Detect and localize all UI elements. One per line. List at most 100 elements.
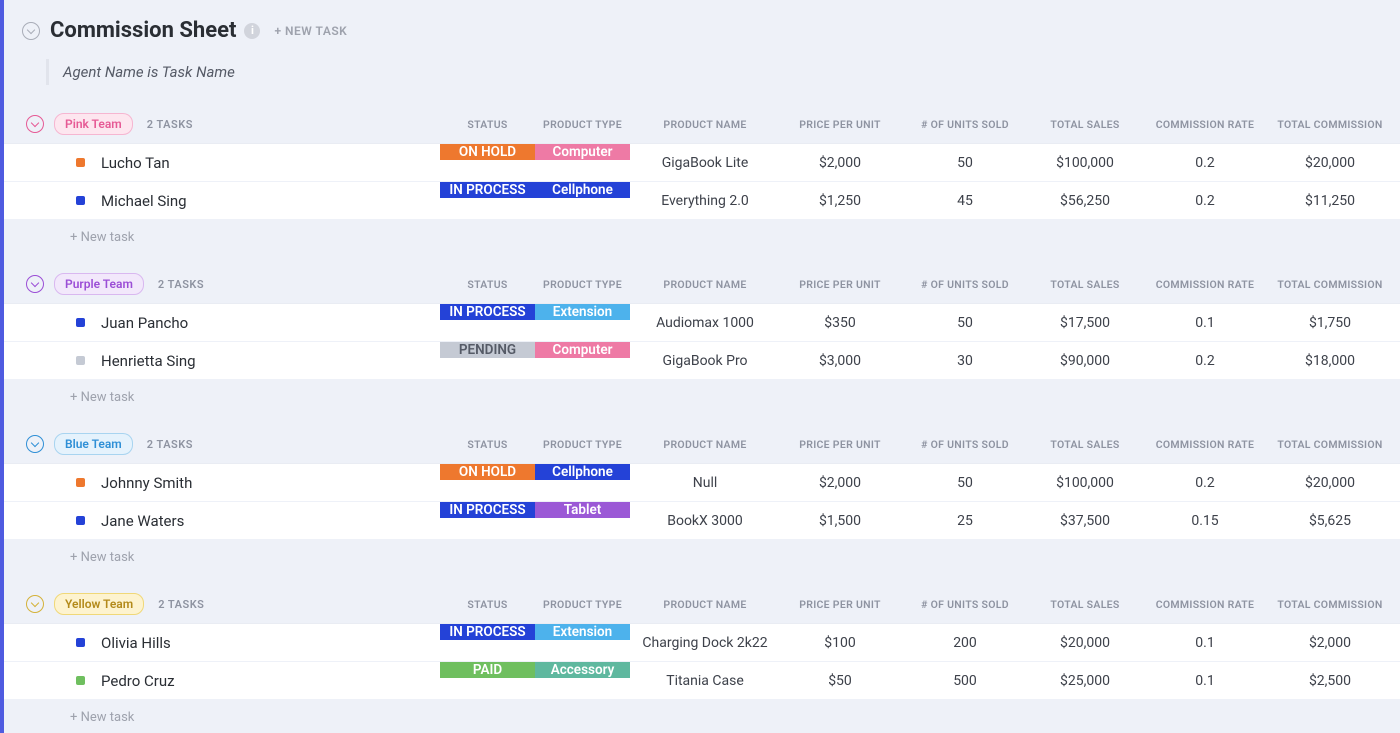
commission-rate-cell[interactable]: 0.2: [1140, 464, 1270, 501]
task-row[interactable]: Olivia HillsIN PROCESSExtensionCharging …: [4, 624, 1400, 662]
commission-rate-cell[interactable]: 0.1: [1140, 624, 1270, 661]
column-header-commission_rate[interactable]: COMMISSION RATE: [1140, 598, 1270, 611]
total-sales-cell[interactable]: $25,000: [1030, 662, 1140, 699]
new-task-row-button[interactable]: + New task: [4, 220, 1400, 253]
product-type-badge[interactable]: Accessory: [535, 662, 630, 678]
price-per-unit-cell[interactable]: $1,500: [780, 502, 900, 539]
column-header-status[interactable]: STATUS: [440, 278, 535, 291]
column-header-total_commission[interactable]: TOTAL COMMISSION: [1270, 598, 1400, 611]
price-per-unit-cell[interactable]: $350: [780, 304, 900, 341]
price-per-unit-cell[interactable]: $3,000: [780, 342, 900, 379]
units-sold-cell[interactable]: 200: [900, 624, 1030, 661]
total-commission-cell[interactable]: $1,750: [1270, 304, 1400, 341]
column-header-status[interactable]: STATUS: [440, 598, 535, 611]
price-per-unit-cell[interactable]: $2,000: [780, 464, 900, 501]
column-header-units_sold[interactable]: # OF UNITS SOLD: [900, 438, 1030, 451]
task-row[interactable]: Jane WatersIN PROCESSTabletBookX 3000$1,…: [4, 502, 1400, 540]
group-collapse-icon[interactable]: [26, 435, 44, 453]
column-header-status[interactable]: STATUS: [440, 118, 535, 131]
task-row[interactable]: Lucho TanON HOLDComputerGigaBook Lite$2,…: [4, 144, 1400, 182]
group-collapse-icon[interactable]: [26, 275, 44, 293]
total-sales-cell[interactable]: $37,500: [1030, 502, 1140, 539]
column-header-price_per_unit[interactable]: PRICE PER UNIT: [780, 598, 900, 611]
task-row[interactable]: Johnny SmithON HOLDCellphoneNull$2,00050…: [4, 464, 1400, 502]
column-header-total_sales[interactable]: TOTAL SALES: [1030, 278, 1140, 291]
status-badge[interactable]: IN PROCESS: [440, 502, 535, 518]
column-header-product_type[interactable]: PRODUCT TYPE: [535, 438, 630, 451]
new-task-row-button[interactable]: + New task: [4, 380, 1400, 413]
total-sales-cell[interactable]: $56,250: [1030, 182, 1140, 219]
product-type-badge[interactable]: Tablet: [535, 502, 630, 518]
units-sold-cell[interactable]: 45: [900, 182, 1030, 219]
column-header-commission_rate[interactable]: COMMISSION RATE: [1140, 438, 1270, 451]
product-name-cell[interactable]: GigaBook Pro: [630, 342, 780, 379]
product-type-badge[interactable]: Extension: [535, 624, 630, 640]
product-name-cell[interactable]: GigaBook Lite: [630, 144, 780, 181]
task-row[interactable]: Juan PanchoIN PROCESSExtensionAudiomax 1…: [4, 304, 1400, 342]
total-sales-cell[interactable]: $100,000: [1030, 464, 1140, 501]
product-type-badge[interactable]: Computer: [535, 144, 630, 160]
product-type-badge[interactable]: Cellphone: [535, 464, 630, 480]
new-task-row-button[interactable]: + New task: [4, 700, 1400, 733]
units-sold-cell[interactable]: 50: [900, 144, 1030, 181]
column-header-commission_rate[interactable]: COMMISSION RATE: [1140, 278, 1270, 291]
total-commission-cell[interactable]: $11,250: [1270, 182, 1400, 219]
column-header-price_per_unit[interactable]: PRICE PER UNIT: [780, 118, 900, 131]
status-badge[interactable]: PAID: [440, 662, 535, 678]
agent-cell[interactable]: Pedro Cruz: [4, 662, 440, 699]
units-sold-cell[interactable]: 25: [900, 502, 1030, 539]
agent-cell[interactable]: Olivia Hills: [4, 624, 440, 661]
info-icon[interactable]: i: [244, 23, 260, 39]
commission-rate-cell[interactable]: 0.1: [1140, 304, 1270, 341]
team-pill[interactable]: Purple Team: [54, 273, 144, 295]
agent-cell[interactable]: Henrietta Sing: [4, 342, 440, 379]
agent-cell[interactable]: Lucho Tan: [4, 144, 440, 181]
agent-cell[interactable]: Jane Waters: [4, 502, 440, 539]
group-collapse-icon[interactable]: [26, 115, 44, 133]
total-sales-cell[interactable]: $90,000: [1030, 342, 1140, 379]
total-sales-cell[interactable]: $100,000: [1030, 144, 1140, 181]
total-sales-cell[interactable]: $17,500: [1030, 304, 1140, 341]
column-header-units_sold[interactable]: # OF UNITS SOLD: [900, 118, 1030, 131]
task-row[interactable]: Henrietta SingPENDINGComputerGigaBook Pr…: [4, 342, 1400, 380]
task-row[interactable]: Michael SingIN PROCESSCellphoneEverythin…: [4, 182, 1400, 220]
commission-rate-cell[interactable]: 0.2: [1140, 182, 1270, 219]
units-sold-cell[interactable]: 30: [900, 342, 1030, 379]
price-per-unit-cell[interactable]: $2,000: [780, 144, 900, 181]
commission-rate-cell[interactable]: 0.2: [1140, 342, 1270, 379]
column-header-commission_rate[interactable]: COMMISSION RATE: [1140, 118, 1270, 131]
column-header-product_name[interactable]: PRODUCT NAME: [630, 598, 780, 611]
product-name-cell[interactable]: Everything 2.0: [630, 182, 780, 219]
total-commission-cell[interactable]: $2,000: [1270, 624, 1400, 661]
column-header-total_sales[interactable]: TOTAL SALES: [1030, 598, 1140, 611]
product-type-badge[interactable]: Extension: [535, 304, 630, 320]
column-header-product_type[interactable]: PRODUCT TYPE: [535, 598, 630, 611]
units-sold-cell[interactable]: 50: [900, 464, 1030, 501]
column-header-product_name[interactable]: PRODUCT NAME: [630, 278, 780, 291]
product-type-badge[interactable]: Computer: [535, 342, 630, 358]
units-sold-cell[interactable]: 50: [900, 304, 1030, 341]
column-header-total_commission[interactable]: TOTAL COMMISSION: [1270, 118, 1400, 131]
status-badge[interactable]: IN PROCESS: [440, 304, 535, 320]
status-badge[interactable]: ON HOLD: [440, 144, 535, 160]
commission-rate-cell[interactable]: 0.1: [1140, 662, 1270, 699]
product-name-cell[interactable]: BookX 3000: [630, 502, 780, 539]
product-name-cell[interactable]: Titania Case: [630, 662, 780, 699]
price-per-unit-cell[interactable]: $1,250: [780, 182, 900, 219]
collapse-all-icon[interactable]: [22, 22, 40, 40]
total-commission-cell[interactable]: $5,625: [1270, 502, 1400, 539]
product-name-cell[interactable]: Null: [630, 464, 780, 501]
column-header-total_sales[interactable]: TOTAL SALES: [1030, 438, 1140, 451]
column-header-product_type[interactable]: PRODUCT TYPE: [535, 278, 630, 291]
total-commission-cell[interactable]: $20,000: [1270, 144, 1400, 181]
agent-cell[interactable]: Michael Sing: [4, 182, 440, 219]
product-name-cell[interactable]: Audiomax 1000: [630, 304, 780, 341]
total-commission-cell[interactable]: $18,000: [1270, 342, 1400, 379]
agent-cell[interactable]: Juan Pancho: [4, 304, 440, 341]
commission-rate-cell[interactable]: 0.15: [1140, 502, 1270, 539]
group-collapse-icon[interactable]: [26, 595, 44, 613]
new-task-button[interactable]: + NEW TASK: [274, 24, 347, 38]
product-name-cell[interactable]: Charging Dock 2k22: [630, 624, 780, 661]
column-header-total_commission[interactable]: TOTAL COMMISSION: [1270, 438, 1400, 451]
status-badge[interactable]: IN PROCESS: [440, 624, 535, 640]
